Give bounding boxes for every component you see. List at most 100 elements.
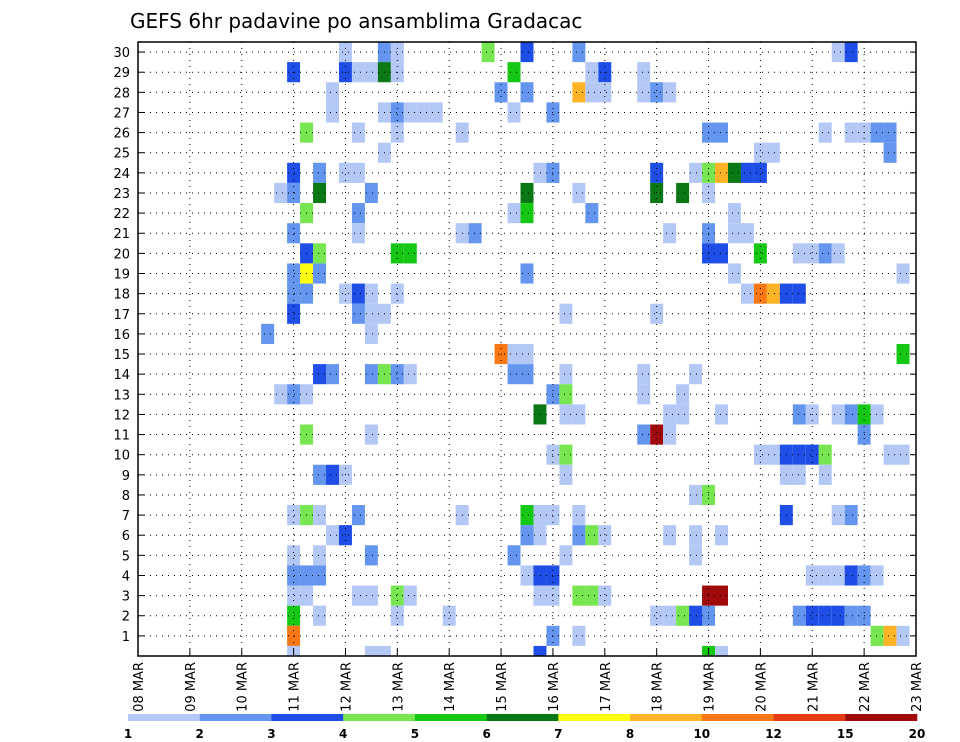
heatmap-cell <box>676 182 690 204</box>
y-tick-label: 1 <box>122 630 130 645</box>
heatmap-cell <box>274 182 288 204</box>
heatmap-cell <box>520 182 534 204</box>
chart-title: GEFS 6hr padavine po ansamblima Gradacac <box>130 9 582 33</box>
heatmap-cell <box>663 525 677 546</box>
heatmap-cell <box>364 424 378 445</box>
heatmap-cell <box>572 505 586 526</box>
heatmap-cell <box>715 585 728 606</box>
heatmap-cell <box>261 323 275 344</box>
heatmap-cell <box>870 625 884 646</box>
heatmap-cell <box>753 243 767 264</box>
heatmap-cell <box>287 223 301 244</box>
heatmap-cell <box>676 384 690 405</box>
heatmap-cell <box>520 203 534 224</box>
heatmap-cell <box>442 605 456 626</box>
heatmap-cell <box>313 505 327 526</box>
x-tick-label: 18 MAR <box>651 662 666 712</box>
heatmap-cell <box>870 122 884 143</box>
heatmap-cell <box>364 585 378 606</box>
heatmap-cell <box>287 162 301 183</box>
y-tick-label: 5 <box>122 549 130 564</box>
heatmap-cell <box>818 464 832 485</box>
heatmap-cell <box>287 263 301 284</box>
x-tick-label: 22 MAR <box>858 662 873 712</box>
heatmap-cell <box>689 525 703 546</box>
heatmap-cell <box>818 122 832 143</box>
heatmap-cell <box>559 444 573 465</box>
heatmap-cell <box>390 42 404 63</box>
heatmap-cell <box>326 102 339 123</box>
heatmap-cell <box>715 122 728 143</box>
heatmap-cell <box>727 223 741 244</box>
heatmap-cell <box>896 625 910 646</box>
heatmap-cell <box>364 545 378 566</box>
heatmap-cell <box>844 404 858 425</box>
heatmap-cell <box>870 404 884 425</box>
heatmap-cell <box>883 142 897 163</box>
heatmap-cell <box>637 384 651 405</box>
heatmap-cell <box>844 565 858 586</box>
heatmap-cell <box>351 122 365 143</box>
heatmap-cell <box>844 122 858 143</box>
heatmap-cell <box>287 303 301 324</box>
heatmap-cell <box>715 404 728 425</box>
heatmap-cell <box>559 384 573 405</box>
heatmap-cell <box>403 364 417 385</box>
legend-label: 7 <box>554 727 562 741</box>
heatmap-cell <box>351 162 365 183</box>
heatmap-cell <box>403 102 417 123</box>
heatmap-cell <box>572 42 586 63</box>
x-tick-label: 20 MAR <box>754 662 769 712</box>
x-tick-label: 17 MAR <box>599 662 614 712</box>
y-tick-label: 3 <box>122 590 130 605</box>
heatmap-cell <box>650 303 664 324</box>
y-tick-label: 7 <box>122 509 130 524</box>
y-tick-label: 27 <box>113 106 130 121</box>
y-tick-label: 2 <box>122 610 130 625</box>
legend-swatch <box>558 714 631 721</box>
y-tick-label: 18 <box>113 288 130 303</box>
heatmap-cell <box>338 283 352 304</box>
heatmap-cell <box>338 162 352 183</box>
y-tick-label: 17 <box>113 308 130 323</box>
heatmap-cell <box>403 243 417 264</box>
y-tick-label: 16 <box>113 328 130 343</box>
heatmap-cell <box>792 605 806 626</box>
heatmap-cell <box>507 364 521 385</box>
legend-swatch <box>630 714 703 721</box>
heatmap-cell <box>572 82 586 103</box>
legend-swatch <box>773 714 846 721</box>
heatmap-cell <box>520 263 534 284</box>
heatmap-cell <box>313 243 327 264</box>
heatmap-cell <box>364 303 378 324</box>
heatmap-cell <box>650 82 664 103</box>
heatmap-cell <box>727 203 741 224</box>
heatmap-cell <box>805 243 819 264</box>
heatmap-cell <box>559 364 573 385</box>
y-tick-label: 8 <box>122 489 130 504</box>
heatmap-cell <box>338 42 352 63</box>
heatmap-cell <box>792 464 806 485</box>
heatmap-cell <box>338 525 352 546</box>
heatmap-cell <box>870 565 884 586</box>
heatmap-cell <box>507 343 521 365</box>
x-tick-label: 12 MAR <box>339 662 354 712</box>
x-tick-label: 11 MAR <box>288 662 303 712</box>
heatmap-cell <box>287 585 301 606</box>
y-tick-label: 28 <box>113 86 130 101</box>
heatmap-cell <box>637 364 651 385</box>
heatmap-cell <box>313 464 327 485</box>
heatmap-cell <box>351 505 365 526</box>
y-tick-label: 20 <box>113 247 130 262</box>
heatmap-cell <box>805 444 819 465</box>
legend-label: 1 <box>124 727 132 741</box>
heatmap-cell <box>585 525 599 546</box>
heatmap-cell <box>351 203 365 224</box>
legend-label: 15 <box>837 727 854 741</box>
heatmap-cell <box>896 444 910 465</box>
legend-label: 4 <box>339 727 347 741</box>
heatmap-cell <box>715 162 728 183</box>
heatmap-cell <box>818 565 832 586</box>
y-tick-label: 6 <box>122 529 130 544</box>
